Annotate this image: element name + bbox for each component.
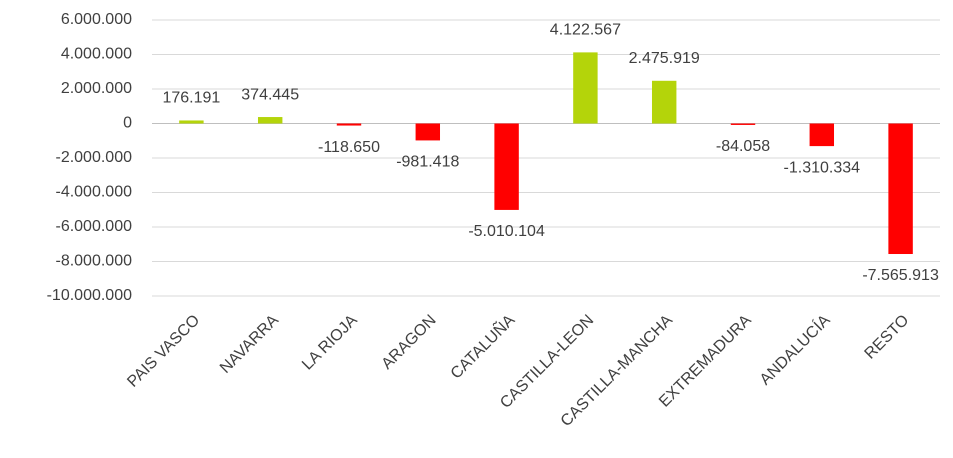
y-tick-label: 4.000.000 bbox=[61, 46, 132, 63]
bar bbox=[573, 52, 598, 124]
bar bbox=[809, 123, 835, 147]
bar bbox=[336, 123, 362, 126]
x-tick-label: CATALUÑA bbox=[446, 309, 519, 382]
data-label: -7.565.913 bbox=[862, 267, 939, 284]
y-tick-label: 0 bbox=[123, 115, 132, 132]
bar bbox=[257, 117, 283, 124]
bar bbox=[730, 123, 756, 125]
x-tick-label: LA RIOJA bbox=[299, 312, 361, 374]
y-tick-label: 6.000.000 bbox=[61, 11, 132, 28]
bar bbox=[494, 123, 519, 210]
y-tick-label: -10.000.000 bbox=[47, 287, 133, 304]
y-tick-label: -8.000.000 bbox=[55, 253, 132, 270]
y-tick-label: -6.000.000 bbox=[55, 218, 132, 235]
x-tick-label: PAIS VASCO bbox=[124, 312, 203, 391]
x-tick-label: ARAGON bbox=[379, 312, 440, 373]
data-label: 176.191 bbox=[162, 90, 220, 107]
data-label: -84.058 bbox=[716, 138, 770, 155]
y-tick-label: -4.000.000 bbox=[55, 184, 132, 201]
data-label: 374.445 bbox=[241, 86, 299, 103]
data-label: -1.310.334 bbox=[784, 159, 861, 176]
data-label: 4.122.567 bbox=[550, 22, 621, 39]
data-label: -981.418 bbox=[396, 154, 459, 171]
bar bbox=[888, 123, 913, 255]
bar bbox=[415, 123, 441, 141]
y-tick-label: -2.000.000 bbox=[55, 149, 132, 166]
bar bbox=[651, 80, 677, 124]
data-label: 2.475.919 bbox=[629, 50, 700, 67]
y-tick-label: 2.000.000 bbox=[61, 80, 132, 97]
x-tick-label: RESTO bbox=[862, 312, 913, 363]
bar bbox=[179, 120, 204, 124]
x-tick-label: NAVARRA bbox=[217, 312, 282, 377]
data-label: -5.010.104 bbox=[468, 223, 545, 240]
x-tick-label: ANDALUCÍA bbox=[755, 310, 833, 388]
data-label: -118.650 bbox=[318, 139, 380, 156]
